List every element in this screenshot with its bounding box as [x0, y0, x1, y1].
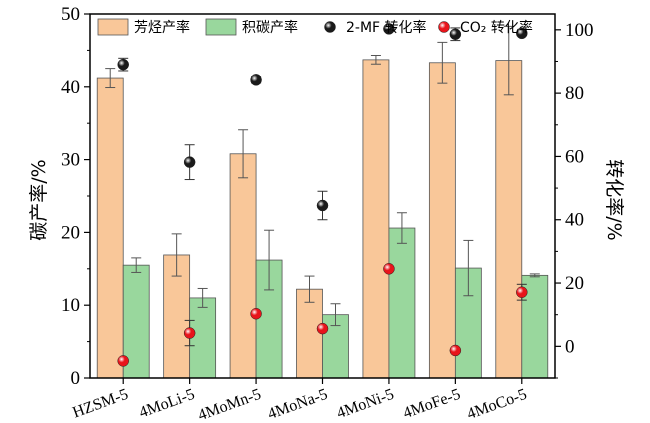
- legend-label: 2-MF 转化率: [346, 19, 427, 36]
- point-co2-4MoNa-5: [316, 322, 329, 335]
- y2-tick-label: 0: [565, 336, 575, 357]
- point-2mf-4MoNi-5: [383, 23, 395, 35]
- point-co2-4MoNi-5: [383, 263, 395, 275]
- point-co2-4MoMn-5: [250, 307, 262, 320]
- point-2mf-4MoNa-5: [316, 199, 329, 212]
- point-co2-HZSM-5: [117, 355, 129, 367]
- bar-aromatics-4MoMn-5: [229, 153, 257, 379]
- x-tick-label: HZSM-5: [70, 386, 130, 422]
- legend-swatch: [97, 18, 129, 36]
- x-tick-label: 4MoLi-5: [137, 386, 197, 422]
- y2-axis-title: 转化率/%: [603, 159, 625, 240]
- y2-tick-label: 20: [565, 273, 584, 294]
- x-tick-label: 4MoMn-5: [196, 386, 264, 423]
- y2-tick-label: 40: [565, 210, 584, 231]
- y-tick-label: 30: [61, 150, 80, 171]
- x-tick-label: 4MoFe-5: [401, 386, 463, 422]
- y-tick-label: 0: [71, 368, 81, 389]
- y-tick-label: 50: [61, 4, 80, 25]
- y-tick-label: 10: [61, 295, 80, 316]
- point-2mf-4MoFe-5: [449, 28, 462, 41]
- legend-swatch: [205, 18, 237, 36]
- point-2mf-4MoMn-5: [250, 74, 262, 86]
- y2-tick-label: 100: [565, 20, 594, 41]
- x-tick-label: 4MoNa-5: [266, 386, 330, 423]
- bar-aromatics-4MoFe-5: [428, 62, 456, 379]
- point-co2-4MoFe-5: [449, 344, 462, 357]
- bar-aromatics-4MoCo-5: [495, 60, 523, 379]
- legend-label: CO₂ 转化率: [460, 19, 533, 36]
- points-layer: [117, 23, 528, 367]
- y2-tick-label: 80: [565, 83, 584, 104]
- x-tick-label: 4MoCo-5: [465, 386, 529, 423]
- bar-coke-4MoNi-5: [388, 227, 416, 379]
- point-2mf-4MoCo-5: [516, 27, 528, 40]
- legend-marker: [324, 21, 336, 33]
- point-2mf-HZSM-5: [117, 58, 129, 71]
- bar-aromatics-HZSM-5: [96, 77, 124, 379]
- point-2mf-4MoLi-5: [183, 156, 196, 168]
- y2-tick-label: 60: [565, 146, 584, 167]
- y-tick-label: 40: [61, 77, 80, 98]
- point-co2-4MoLi-5: [183, 327, 196, 339]
- point-co2-4MoCo-5: [516, 286, 528, 298]
- y-tick-label: 20: [61, 222, 80, 243]
- y-axis-title: 碳产率/%: [28, 159, 50, 240]
- legend-marker: [438, 21, 450, 33]
- legend: 芳烃产率 积碳产率 2-MF 转化率 CO₂ 转化率: [97, 18, 533, 36]
- legend-label: 积碳产率: [242, 19, 298, 36]
- bar-coke-4MoLi-5: [189, 297, 217, 379]
- bar-aromatics-4MoNi-5: [362, 59, 390, 379]
- x-tick-label: 4MoNi-5: [335, 386, 397, 422]
- bars-layer: [96, 25, 549, 379]
- legend-label: 芳烃产率: [134, 19, 190, 36]
